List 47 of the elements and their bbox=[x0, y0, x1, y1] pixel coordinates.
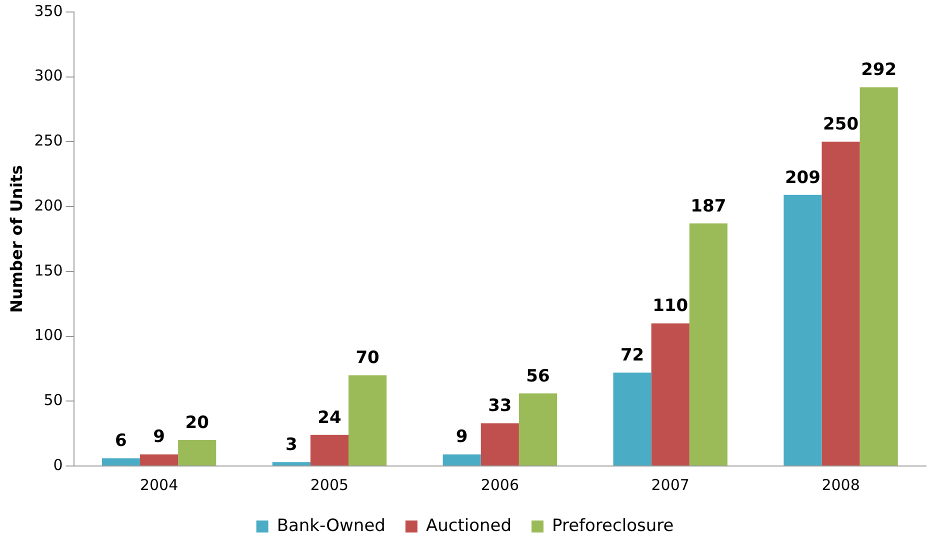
bar bbox=[310, 434, 349, 466]
data-label: 24 bbox=[318, 408, 342, 428]
x-tick-label: 2006 bbox=[480, 476, 520, 494]
data-label: 3 bbox=[285, 435, 298, 456]
data-label: 292 bbox=[861, 60, 897, 80]
y-tick-label: 0 bbox=[53, 456, 63, 474]
data-label: 9 bbox=[153, 427, 165, 448]
data-label: 56 bbox=[526, 366, 550, 386]
bar bbox=[272, 462, 310, 466]
x-tick-label: 2005 bbox=[310, 476, 349, 494]
bar bbox=[518, 393, 558, 466]
bar bbox=[480, 423, 519, 466]
bar bbox=[140, 454, 178, 466]
y-tick-label: 100 bbox=[34, 326, 63, 344]
y-tick-label: 200 bbox=[34, 196, 63, 214]
bar bbox=[689, 223, 728, 466]
data-label: 70 bbox=[356, 348, 380, 368]
data-label: 6 bbox=[115, 431, 127, 452]
y-axis-title: Number of Units bbox=[6, 165, 26, 313]
legend-label: Preforeclosure bbox=[552, 516, 674, 536]
x-tick-label: 2007 bbox=[651, 476, 690, 494]
bar bbox=[651, 323, 690, 466]
x-tick-label: 2004 bbox=[140, 476, 178, 494]
x-tick-label: 2008 bbox=[822, 476, 860, 494]
data-label: 20 bbox=[185, 412, 210, 433]
bar bbox=[442, 454, 481, 466]
y-tick-label: 50 bbox=[44, 391, 63, 410]
legend-label: Bank-Owned bbox=[276, 516, 386, 536]
data-label: 72 bbox=[620, 346, 644, 366]
data-label: 110 bbox=[652, 296, 688, 316]
y-tick-label: 350 bbox=[34, 2, 63, 20]
bar bbox=[348, 375, 387, 466]
bar bbox=[178, 440, 216, 466]
bar bbox=[613, 372, 652, 466]
data-label: 250 bbox=[823, 114, 859, 135]
bar bbox=[860, 87, 898, 466]
bar bbox=[102, 458, 140, 466]
data-label: 187 bbox=[690, 196, 726, 216]
y-tick-label: 250 bbox=[34, 132, 63, 150]
bar bbox=[822, 142, 860, 466]
bar bbox=[784, 194, 822, 466]
data-label: 209 bbox=[784, 168, 820, 188]
data-label: 33 bbox=[488, 396, 512, 416]
y-tick-label: 300 bbox=[34, 66, 63, 85]
legend-label: Auctioned bbox=[426, 516, 512, 536]
y-tick-label: 150 bbox=[34, 261, 63, 280]
data-label: 9 bbox=[456, 427, 468, 448]
